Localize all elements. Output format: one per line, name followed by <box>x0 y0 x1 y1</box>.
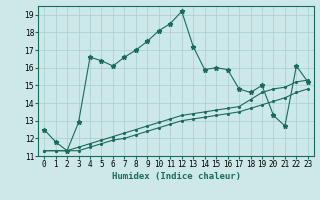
X-axis label: Humidex (Indice chaleur): Humidex (Indice chaleur) <box>111 172 241 181</box>
